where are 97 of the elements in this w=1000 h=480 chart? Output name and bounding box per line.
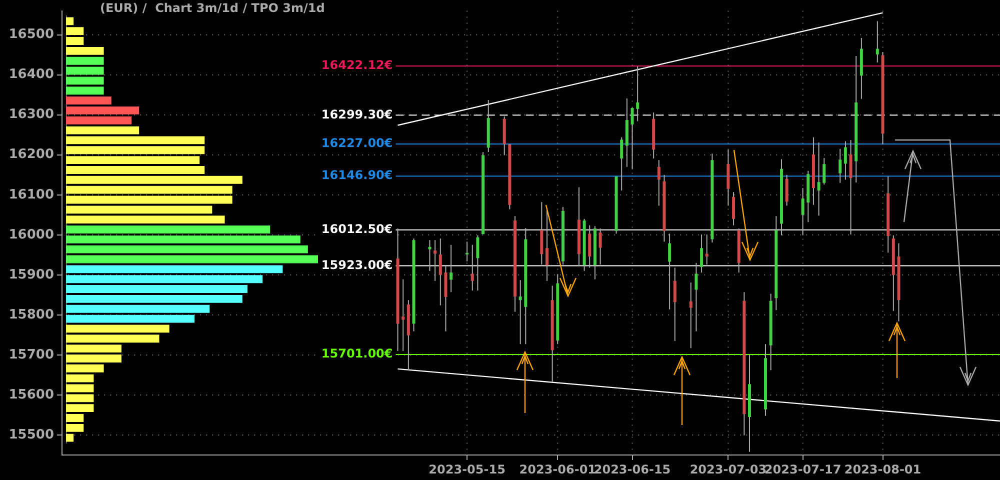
candlestick [668, 233, 672, 310]
bar [66, 314, 195, 323]
bar [66, 235, 300, 244]
ref-line-label: 16146.90€ [321, 168, 393, 182]
bar [66, 56, 104, 65]
candlestick [476, 234, 480, 292]
bar [66, 255, 318, 264]
bar [66, 66, 104, 75]
candlestick [466, 241, 469, 262]
y-tick-label: 16500 [8, 27, 54, 42]
candlestick [876, 20, 879, 63]
bar [66, 196, 232, 204]
candlestick [636, 66, 640, 122]
chart-title: (EUR) / Chart 3m/1d / TPO 3m/1d [100, 1, 325, 16]
candlestick [428, 240, 432, 272]
ref-line-label: 16299.30€ [321, 107, 393, 122]
candlestick [817, 142, 820, 216]
bar [66, 344, 122, 353]
bar [66, 216, 225, 224]
candlestick [438, 238, 442, 306]
bar [66, 364, 104, 372]
bar [66, 86, 104, 95]
ref-line-label: 15923.00€ [321, 258, 393, 272]
candlestick [588, 224, 592, 268]
bar [66, 265, 283, 274]
ref-line-label: 16422.12€ [321, 58, 393, 72]
y-tick-label: 16100 [8, 187, 54, 202]
y-tick-label: 15600 [8, 387, 54, 402]
candlestick [630, 107, 634, 170]
candlestick [434, 240, 437, 282]
bar [66, 324, 170, 333]
x-tick-label: 2023-07-03 [690, 462, 767, 476]
bar [66, 186, 232, 194]
bar [66, 394, 94, 402]
y-tick-label: 16300 [8, 107, 54, 122]
candlestick [545, 209, 548, 282]
y-tick-label: 16400 [8, 67, 54, 82]
candlestick [402, 278, 405, 352]
x-tick-label: 2023-06-15 [594, 462, 671, 476]
bar [66, 424, 84, 432]
bar [66, 285, 248, 293]
bar [66, 294, 242, 303]
ref-line-label: 16012.50€ [321, 222, 393, 236]
y-tick-label: 16000 [8, 227, 54, 242]
bar [66, 384, 94, 392]
candlestick [518, 280, 522, 345]
bar [66, 334, 160, 343]
bar [66, 106, 140, 114]
ref-line-label: 16227.00€ [321, 136, 393, 150]
bar [66, 434, 74, 442]
candlestick [700, 234, 704, 274]
bar [66, 37, 84, 45]
bar [66, 76, 104, 85]
bar [66, 404, 94, 412]
bar [66, 206, 212, 214]
y-tick-label: 15900 [8, 267, 54, 282]
y-tick-label: 16200 [8, 147, 54, 162]
x-tick-label: 2023-08-01 [844, 462, 922, 476]
candlestick [620, 136, 624, 191]
bar [66, 374, 94, 382]
bar [66, 146, 205, 154]
bar [66, 46, 104, 55]
bar [66, 226, 270, 234]
bar [66, 27, 84, 36]
x-tick-label: 2023-07-17 [764, 462, 842, 476]
bar [66, 245, 308, 254]
candlestick [844, 140, 847, 180]
x-tick-label: 2023-06-01 [519, 462, 596, 476]
bar [66, 275, 263, 284]
candlestick [705, 234, 708, 266]
bar [66, 166, 205, 174]
candlestick [785, 174, 788, 206]
x-tick-label: 2023-05-15 [428, 462, 506, 476]
candlestick [838, 148, 842, 184]
bar [66, 304, 210, 313]
bar [66, 156, 200, 164]
y-tick-label: 15800 [8, 307, 54, 322]
candlestick [822, 158, 826, 185]
ref-line-label: 15701.00€ [321, 346, 393, 361]
y-tick-label: 15500 [8, 427, 54, 442]
candlestick [470, 244, 474, 292]
candlestick [694, 262, 698, 332]
bar [66, 116, 132, 124]
candlestick [689, 282, 692, 349]
bar [66, 96, 112, 104]
candlestick [657, 160, 660, 206]
bar [66, 354, 122, 362]
y-tick-label: 15700 [8, 347, 54, 362]
candlestick [732, 192, 736, 226]
candlestick [673, 267, 676, 342]
bar [66, 17, 74, 26]
candlestick [849, 140, 852, 235]
candlestick [598, 228, 602, 266]
candlestick [450, 244, 453, 293]
bar [66, 414, 84, 422]
candlestick [801, 188, 804, 236]
bar [66, 176, 242, 184]
